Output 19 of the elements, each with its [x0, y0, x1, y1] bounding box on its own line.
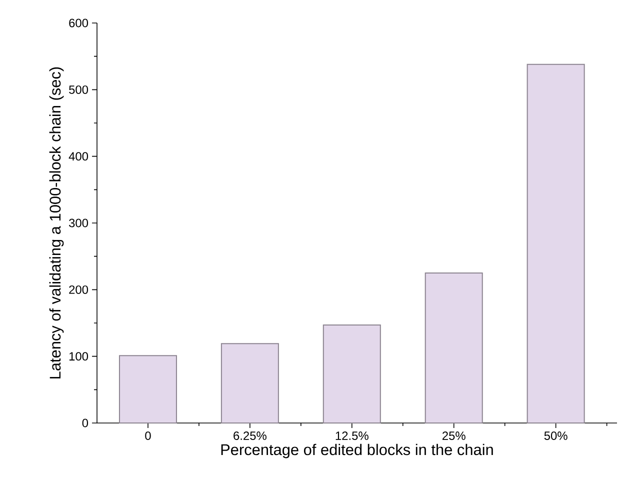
y-tick-label: 0: [82, 418, 88, 428]
x-tick-label: 50%: [544, 432, 568, 440]
y-tick-label: 400: [68, 152, 88, 161]
y-tick-label: 300: [69, 218, 88, 228]
y-tick-label: 200: [69, 285, 88, 294]
bar: [118, 355, 177, 424]
y-axis-title: Latency of validating a 1000-block chain (sec): [49, 67, 64, 378]
x-axis-title: Percentage of edited blocks in the chain: [221, 444, 493, 458]
y-tick-label: 100: [69, 352, 88, 361]
x-tick-label: 12.5%: [336, 432, 368, 440]
x-tick-label: 0: [145, 432, 151, 440]
y-tick-label: 600: [69, 18, 88, 28]
y-tick-label: 500: [69, 85, 88, 94]
bar: [424, 272, 483, 424]
x-tick-label: 25%: [442, 432, 466, 440]
x-tick-label: 6.25%: [234, 432, 266, 440]
bar: [220, 343, 279, 424]
bar: [526, 64, 585, 424]
bar: [322, 324, 381, 424]
